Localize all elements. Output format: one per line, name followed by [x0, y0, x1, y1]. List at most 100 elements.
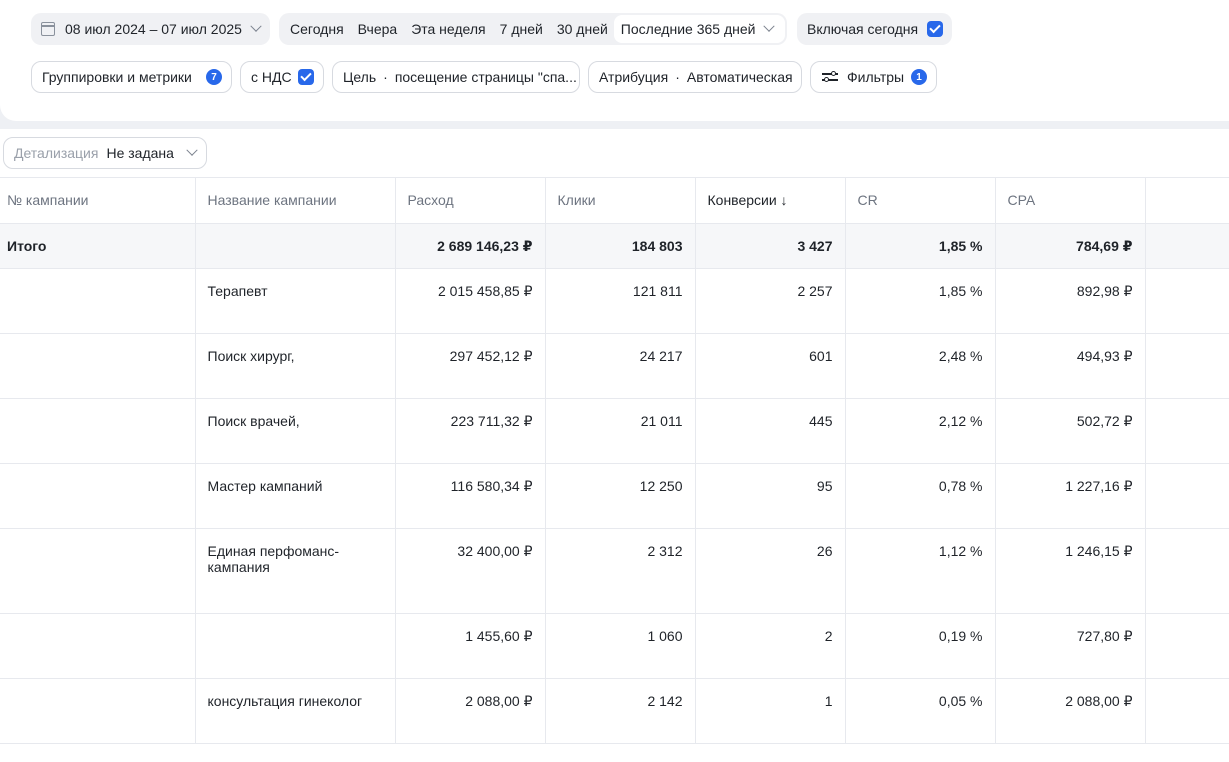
- detalization-value: Не задана: [106, 145, 174, 161]
- cell-conversions: 1: [695, 678, 846, 744]
- cell-campaign-name: Поиск врачей,: [195, 398, 396, 464]
- cell-campaign-id: [0, 463, 196, 529]
- table-row[interactable]: Единая перфоманс-кампания 32 400,00 ₽2 31…: [0, 528, 1229, 614]
- top-toolbar-panel: 08 июл 2024 – 07 июл 2025 Сегодня Вчера …: [0, 0, 1229, 121]
- cell-cpa: 494,93 ₽: [995, 333, 1146, 399]
- column-header-cost[interactable]: Расход: [395, 177, 546, 224]
- cell-cost: 2 015 458,85 ₽: [395, 268, 546, 334]
- total-label: Итого: [0, 223, 196, 269]
- period-this-week[interactable]: Эта неделя: [411, 21, 486, 37]
- cell-cr: 2,48 %: [845, 333, 996, 399]
- date-range-label: 08 июл 2024 – 07 июл 2025: [65, 21, 242, 37]
- table-row[interactable]: Поиск врачей, 223 711,32 ₽21 011 445 2,12 %…: [0, 398, 1229, 464]
- cell-campaign-id: [0, 333, 196, 399]
- goal-selector[interactable]: Цель · посещение страницы "спа...: [332, 61, 580, 93]
- column-header-cr[interactable]: CR: [845, 177, 996, 224]
- cell-empty: [1145, 528, 1229, 614]
- vat-label: с НДС: [251, 69, 292, 85]
- report-area: Детализация Не задана № кампании Названи…: [0, 129, 1229, 762]
- calendar-icon: [41, 22, 55, 36]
- cell-campaign-id: [0, 613, 196, 679]
- column-header-campaign-name[interactable]: Название кампании: [195, 177, 396, 224]
- period-30-days[interactable]: 30 дней: [556, 21, 608, 37]
- total-cpa: 784,69 ₽: [995, 223, 1146, 269]
- cell-cpa: 1 246,15 ₽: [995, 528, 1146, 614]
- period-dropdown[interactable]: Последние 365 дней: [613, 15, 785, 43]
- filters-count-badge: 1: [911, 69, 927, 85]
- column-header-conversions[interactable]: Конверсии ↓: [695, 177, 846, 224]
- include-today-checkbox[interactable]: [927, 21, 943, 37]
- detalization-selector[interactable]: Детализация Не задана: [3, 137, 207, 169]
- cell-conversions: 2 257: [695, 268, 846, 334]
- cell-campaign-id: [0, 268, 196, 334]
- attribution-label: Атрибуция: [599, 69, 669, 85]
- cell-conversions: 2: [695, 613, 846, 679]
- table-header-row: № кампании Название кампании Расход Клик…: [0, 177, 1229, 224]
- goal-label: Цель: [343, 69, 377, 85]
- chevron-down-icon: [186, 144, 198, 156]
- include-today-label: Включая сегодня: [807, 21, 919, 37]
- cell-clicks: 24 217: [545, 333, 696, 399]
- cell-clicks: 2 142: [545, 678, 696, 744]
- chevron-down-icon: [763, 20, 775, 32]
- goal-value: посещение страницы "спа...: [394, 69, 577, 85]
- cell-campaign-name: консультация гинеколог: [195, 678, 396, 744]
- chevron-down-icon: [250, 20, 262, 32]
- campaign-stats-table: № кампании Название кампании Расход Клик…: [0, 177, 1229, 744]
- cell-clicks: 12 250: [545, 463, 696, 529]
- attribution-value: Автоматическая: [686, 69, 793, 85]
- attribution-selector[interactable]: Атрибуция · Автоматическая: [588, 61, 802, 93]
- cell-cost: 1 455,60 ₽: [395, 613, 546, 679]
- table-row[interactable]: Мастер кампаний 116 580,34 ₽12 250 95 0,78 …: [0, 463, 1229, 529]
- cell-empty: [1145, 463, 1229, 529]
- cell-campaign-id: [0, 398, 196, 464]
- cell-cr: 1,12 %: [845, 528, 996, 614]
- filters-button[interactable]: Фильтры 1: [810, 61, 937, 93]
- total-conversions: 3 427: [695, 223, 846, 269]
- cell-cr: 2,12 %: [845, 398, 996, 464]
- cell-empty: [1145, 678, 1229, 744]
- cell-cost: 297 452,12 ₽: [395, 333, 546, 399]
- total-cost: 2 689 146,23 ₽: [395, 223, 546, 269]
- cell-clicks: 1 060: [545, 613, 696, 679]
- cell-campaign-name: Мастер кампаний: [195, 463, 396, 529]
- cell-conversions: 26: [695, 528, 846, 614]
- cell-conversions: 601: [695, 333, 846, 399]
- cell-cost: 223 711,32 ₽: [395, 398, 546, 464]
- cell-campaign-id: [0, 678, 196, 744]
- cell-cpa: 1 227,16 ₽: [995, 463, 1146, 529]
- cell-empty: [1145, 398, 1229, 464]
- column-header-cpa[interactable]: CPA: [995, 177, 1146, 224]
- groupings-count-badge: 7: [206, 69, 222, 85]
- table-row[interactable]: Поиск хирург, 297 452,12 ₽24 217 601 2,48 %…: [0, 333, 1229, 399]
- cell-cr: 0,05 %: [845, 678, 996, 744]
- cell-campaign-name: [195, 613, 396, 679]
- cell-cr: 0,19 %: [845, 613, 996, 679]
- date-range-picker[interactable]: 08 июл 2024 – 07 июл 2025: [31, 13, 270, 45]
- filters-label: Фильтры: [847, 69, 905, 85]
- cell-conversions: 445: [695, 398, 846, 464]
- vat-toggle[interactable]: с НДС: [240, 61, 324, 93]
- cell-cost: 116 580,34 ₽: [395, 463, 546, 529]
- include-today-toggle[interactable]: Включая сегодня: [797, 13, 952, 45]
- column-header-campaign-id[interactable]: № кампании: [0, 177, 196, 224]
- groupings-metrics-button[interactable]: Группировки и метрики 7: [31, 61, 232, 93]
- cell-cpa: 502,72 ₽: [995, 398, 1146, 464]
- cell-clicks: 21 011: [545, 398, 696, 464]
- table-row[interactable]: 1 455,60 ₽1 060 2 0,19 % 727,80 ₽: [0, 613, 1229, 679]
- period-today[interactable]: Сегодня: [290, 21, 344, 37]
- table-row[interactable]: консультация гинеколог 2 088,00 ₽2 142 1 0,…: [0, 678, 1229, 744]
- column-header-empty: [1145, 177, 1229, 224]
- period-yesterday[interactable]: Вчера: [357, 21, 398, 37]
- total-name-cell: [195, 223, 396, 269]
- period-7-days[interactable]: 7 дней: [499, 21, 543, 37]
- cell-campaign-id: [0, 528, 196, 614]
- vat-checkbox[interactable]: [298, 69, 314, 85]
- column-header-clicks[interactable]: Клики: [545, 177, 696, 224]
- period-selector: Сегодня Вчера Эта неделя 7 дней 30 дней …: [279, 13, 787, 45]
- cell-empty: [1145, 333, 1229, 399]
- cell-cost: 32 400,00 ₽: [395, 528, 546, 614]
- table-row[interactable]: Терапевт 2 015 458,85 ₽121 811 2 257 1,85 %…: [0, 268, 1229, 334]
- cell-clicks: 2 312: [545, 528, 696, 614]
- total-clicks: 184 803: [545, 223, 696, 269]
